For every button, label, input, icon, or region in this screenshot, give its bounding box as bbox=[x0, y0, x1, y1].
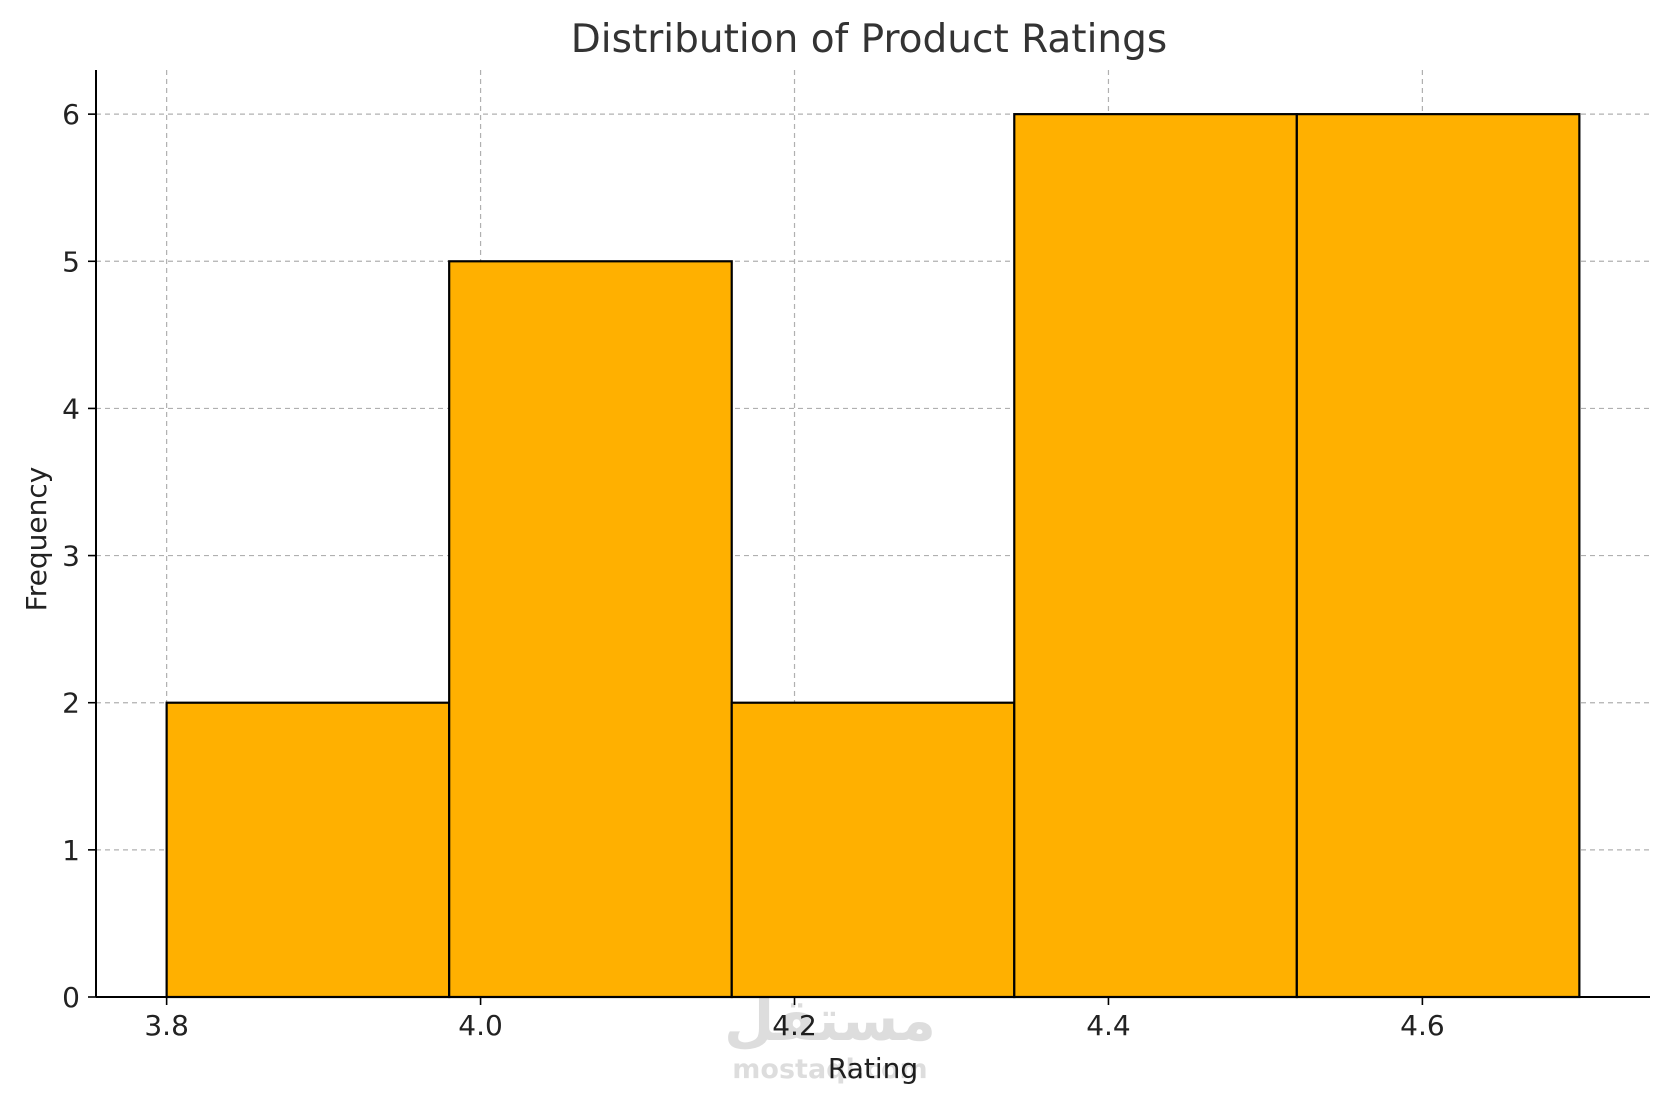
y-tick-label: 3 bbox=[62, 540, 80, 573]
y-tick-label: 2 bbox=[62, 687, 80, 720]
x-tick-label: 4.4 bbox=[1086, 1009, 1131, 1042]
axes bbox=[95, 70, 1650, 998]
y-tick-label: 6 bbox=[62, 98, 80, 131]
histogram-bar bbox=[730, 701, 1016, 999]
y-tick-label: 5 bbox=[62, 245, 80, 278]
histogram-bar bbox=[165, 701, 451, 999]
x-tick-label: 3.8 bbox=[144, 1009, 189, 1042]
y-tick-label: 1 bbox=[62, 834, 80, 867]
watermark: مستقل mostaql.com bbox=[724, 986, 936, 1085]
x-tick-label: 4.0 bbox=[458, 1009, 503, 1042]
x-tick-label: 4.2 bbox=[772, 1009, 817, 1042]
x-axis-label: Rating bbox=[828, 1052, 918, 1085]
y-tick-label: 4 bbox=[62, 392, 80, 425]
histogram-bar bbox=[448, 260, 733, 999]
watermark-url: mostaql.com bbox=[732, 1054, 927, 1085]
histogram-bars bbox=[165, 113, 1581, 999]
histogram-bar bbox=[1013, 113, 1298, 999]
tick-labels: 3.8 4.0 4.2 4.4 4.6 0 1 2 3 4 5 6 bbox=[62, 98, 1444, 1042]
watermark-logo: مستقل bbox=[724, 986, 936, 1054]
y-tick-label: 0 bbox=[62, 981, 80, 1014]
histogram-bar bbox=[1295, 113, 1581, 999]
chart-title: Distribution of Product Ratings bbox=[571, 17, 1167, 62]
y-axis-label: Frequency bbox=[20, 467, 53, 612]
x-tick-label: 4.6 bbox=[1400, 1009, 1445, 1042]
